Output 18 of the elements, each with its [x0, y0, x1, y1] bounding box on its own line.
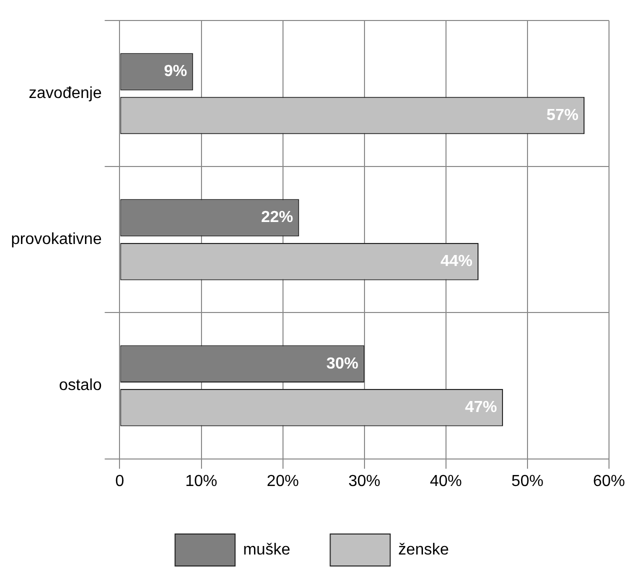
- x-tick-label: 0: [115, 472, 124, 490]
- data-label: 9%: [164, 63, 188, 80]
- data-label: 44%: [440, 253, 473, 270]
- legend-label: muške: [243, 541, 290, 558]
- y-tick-label: provokativne: [11, 231, 102, 248]
- x-tick-label: 40%: [430, 472, 462, 490]
- x-tick-label: 50%: [511, 472, 544, 490]
- data-label: 22%: [261, 209, 294, 226]
- x-tick-label: 10%: [185, 472, 218, 490]
- y-tick-label: zavođenje: [28, 85, 102, 102]
- data-label: 57%: [546, 106, 579, 124]
- data-label: 47%: [464, 399, 497, 416]
- x-tick-label: 60%: [592, 472, 626, 490]
- legend-label: ženske: [398, 541, 450, 558]
- y-tick-label: ostalo: [59, 377, 102, 394]
- x-tick-label: 20%: [266, 472, 299, 490]
- data-label: 30%: [326, 355, 358, 372]
- x-tick-label: 30%: [348, 472, 380, 490]
